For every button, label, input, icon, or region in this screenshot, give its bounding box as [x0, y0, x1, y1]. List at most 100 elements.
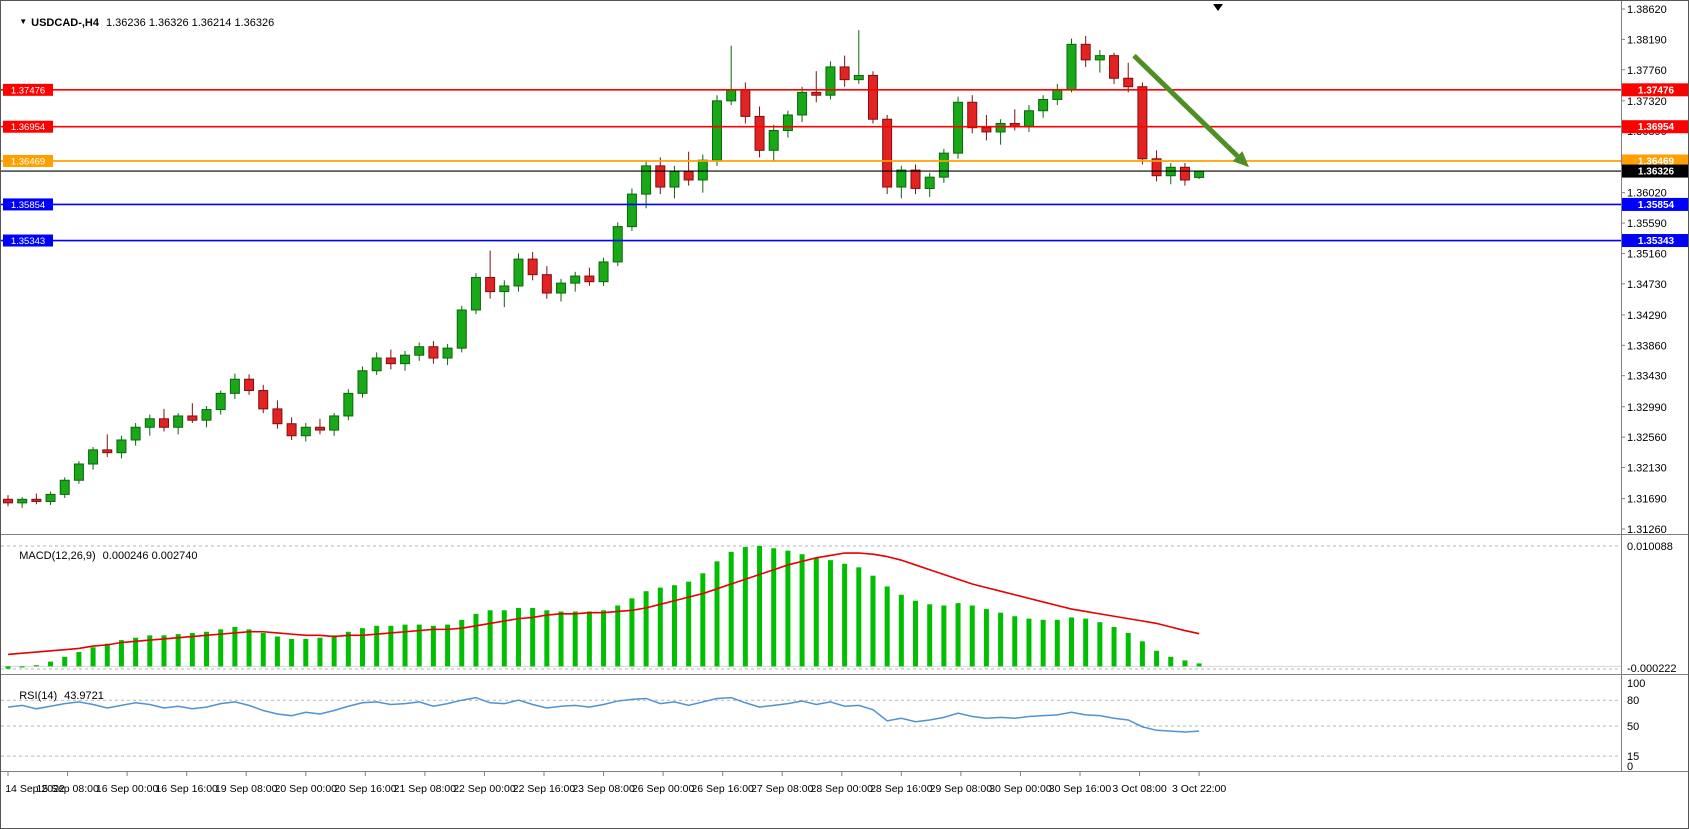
macd-histogram-bar [416, 624, 422, 667]
macd-histogram-bar [700, 573, 706, 667]
macd-histogram-bar [913, 600, 919, 667]
macd-histogram-bar [204, 631, 210, 667]
time-axis-label: 21 Sep 08:00 [394, 783, 457, 795]
macd-histogram-bar [360, 628, 365, 667]
candlestick [31, 498, 42, 502]
candlestick [1066, 43, 1077, 91]
candlestick [726, 89, 737, 102]
time-axis-label: 3 Oct 08:00 [1112, 783, 1166, 795]
macd-histogram-bar [558, 611, 564, 667]
candlestick [442, 347, 453, 359]
price-tag-label: 1.36954 [1638, 122, 1675, 133]
candlestick [797, 91, 808, 116]
time-axis-label: 22 Sep 16:00 [513, 783, 576, 795]
price-axis-label: 1.33430 [1627, 371, 1667, 383]
price-tag-label: 1.37476 [1638, 85, 1675, 96]
macd-axis-label: 0.010088 [1627, 541, 1673, 553]
trend-arrow-head[interactable] [1232, 151, 1249, 168]
rsi-axis-label: 50 [1627, 721, 1639, 733]
macd-histogram-bar [118, 640, 124, 667]
macd-axis-label: -0.000222 [1627, 663, 1677, 675]
candlestick [144, 418, 155, 428]
candlestick [187, 415, 198, 421]
macd-histogram-bar [842, 563, 848, 667]
price-tag-label: 1.36326 [1638, 167, 1675, 178]
macd-histogram-bar [33, 665, 39, 667]
rsi-indicator-value: 43.9721 [64, 690, 104, 702]
price-tag [1622, 154, 1688, 168]
macd-histogram-bar [445, 624, 451, 667]
macd-histogram-bar [1097, 622, 1103, 667]
candlestick [158, 418, 169, 428]
candlestick [73, 463, 84, 481]
macd-histogram-bar [459, 619, 465, 667]
macd-histogram-bar [1012, 616, 1018, 667]
macd-histogram-bar [331, 635, 337, 667]
macd-histogram-bar [898, 594, 904, 667]
macd-histogram-bar [530, 607, 536, 667]
macd-histogram-bar [643, 591, 649, 667]
macd-histogram-bar [90, 647, 96, 667]
price-tag-label: 1.35343 [1638, 236, 1675, 247]
rsi-axis-label: 100 [1627, 678, 1645, 690]
candlestick [371, 357, 382, 372]
macd-histogram-bar [870, 575, 876, 667]
candlestick [1179, 166, 1190, 181]
candlestick [882, 118, 893, 188]
candlestick [244, 378, 255, 392]
candlestick [953, 101, 964, 154]
candlestick [329, 415, 340, 431]
macd-histogram-bar [402, 624, 408, 667]
time-axis-label: 16 Sep 16:00 [155, 783, 218, 795]
candlestick [102, 449, 113, 454]
macd-histogram-bar [1111, 626, 1117, 667]
macd-histogram-bar [147, 635, 153, 667]
candlestick [343, 392, 354, 417]
object-anchor-marker[interactable] [1213, 4, 1223, 11]
macd-histogram-bar [1054, 619, 1060, 667]
macd-histogram-bar [785, 550, 791, 667]
macd-histogram-bar [728, 551, 734, 667]
macd-histogram-bar [1154, 650, 1160, 667]
price-tag [1622, 164, 1688, 178]
rsi-axis-label: 80 [1627, 695, 1639, 707]
candlestick [712, 100, 722, 161]
candlestick [357, 370, 368, 394]
candlestick [173, 415, 184, 428]
macd-histogram-bar [317, 637, 323, 667]
time-axis-label: 29 Sep 08:00 [930, 783, 993, 795]
candlestick [1052, 89, 1063, 100]
macd-histogram-bar [161, 635, 167, 667]
candlestick [541, 274, 552, 294]
trend-arrow-line[interactable] [1132, 53, 1240, 158]
price-axis-label: 1.34290 [1627, 310, 1667, 322]
macd-histogram-bar [189, 632, 195, 667]
macd-histogram-bar [104, 643, 110, 667]
macd-histogram-bar [260, 632, 266, 667]
rsi-axis-label: 15 [1627, 751, 1639, 763]
macd-histogram-bar [487, 610, 493, 667]
ohlc-values: 1.36236 1.36326 1.36214 1.36326 [106, 17, 275, 29]
price-tag-left-label: 1.36469 [11, 156, 45, 167]
macd-histogram-bar [998, 612, 1004, 667]
candlestick [414, 346, 425, 356]
price-axis-label: 1.31260 [1627, 524, 1667, 536]
macd-histogram-bar [827, 560, 833, 667]
candlestick [88, 449, 99, 465]
candlestick [782, 114, 793, 132]
rsi-header: RSI(14) 43.9721 [7, 678, 104, 714]
macd-histogram-bar [1069, 617, 1074, 667]
price-axis-label: 1.32560 [1627, 432, 1667, 444]
candlestick [17, 498, 28, 504]
macd-histogram-bar [175, 634, 181, 667]
price-axis-label: 1.32130 [1627, 463, 1667, 475]
symbol-dropdown-icon[interactable]: ▼ [19, 17, 28, 26]
price-axis-label: 1.38620 [1627, 4, 1667, 16]
candlestick [1009, 122, 1020, 127]
candlestick [556, 282, 567, 294]
candlestick [896, 169, 907, 188]
price-tag-left-label: 1.37476 [11, 85, 45, 96]
macd-header: MACD(12,26,9) 0.000246 0.002740 [7, 538, 197, 574]
